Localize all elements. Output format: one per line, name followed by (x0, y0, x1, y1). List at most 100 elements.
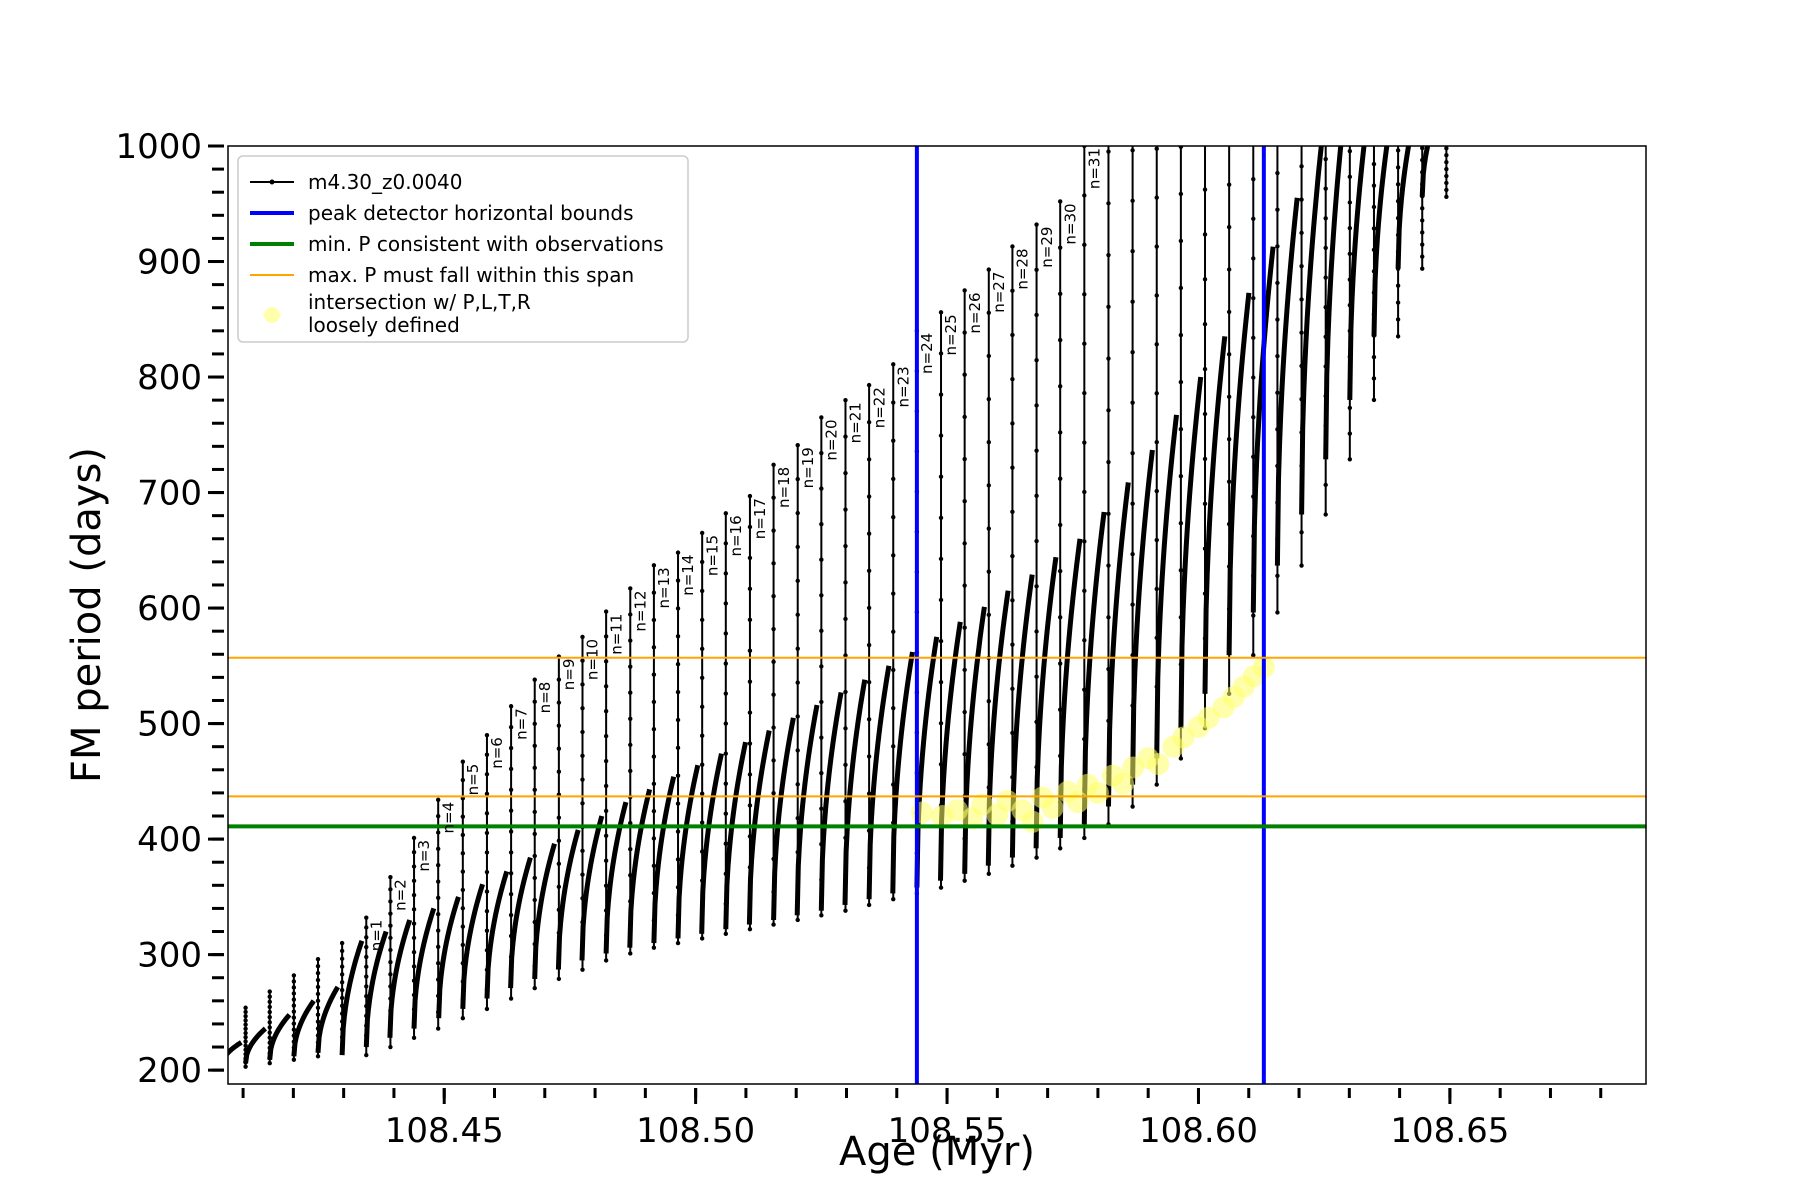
data-point (628, 820, 633, 826)
data-point (1251, 137, 1255, 141)
data-point (675, 578, 681, 583)
envelope-arc (1154, 414, 1179, 759)
data-point (699, 820, 705, 825)
data-point (819, 735, 824, 740)
data-point (699, 733, 705, 738)
data-point (484, 889, 490, 894)
data-point (795, 646, 800, 651)
data-point (508, 724, 514, 730)
data-point (603, 733, 609, 739)
data-point (315, 970, 321, 976)
data-point (1251, 256, 1256, 261)
data-point (532, 853, 537, 859)
data-point (243, 1035, 248, 1040)
pulse-trace (243, 989, 272, 1066)
y-tick-label: 700 (137, 474, 202, 514)
data-point (771, 758, 776, 763)
data-point (1034, 222, 1039, 227)
data-point (532, 677, 537, 682)
data-point (484, 772, 490, 777)
data-point (819, 664, 824, 669)
data-point (580, 967, 585, 972)
data-point (339, 940, 345, 946)
data-point (1178, 238, 1184, 244)
envelope-arc (985, 590, 1011, 866)
reference-lines (228, 146, 1646, 1084)
x-tick-label: 108.45 (385, 1111, 504, 1151)
envelope-arc (436, 896, 461, 1019)
pulse-label: n=29 (1038, 227, 1056, 268)
data-point (986, 526, 991, 531)
data-point (484, 850, 490, 855)
pulse-trace (1347, 146, 1377, 403)
data-point (1082, 588, 1087, 594)
data-point (508, 850, 514, 855)
data-point (1444, 125, 1448, 129)
data-point (267, 994, 272, 999)
data-point (747, 524, 753, 530)
data-point (580, 753, 585, 758)
pulse-trace (1154, 146, 1184, 761)
data-point (580, 634, 585, 640)
data-point (1347, 200, 1353, 205)
data-point (891, 591, 896, 596)
data-point (388, 899, 393, 904)
y-tick-label: 300 (137, 936, 202, 976)
data-point (388, 935, 393, 941)
data-point (747, 493, 753, 499)
pulse-trace-27 (962, 267, 991, 876)
data-point (291, 1027, 297, 1032)
data-point (1057, 522, 1063, 528)
data-point (1420, 230, 1425, 235)
data-point (795, 714, 800, 719)
data-point (339, 964, 345, 969)
data-point (1034, 448, 1039, 453)
data-point (1178, 521, 1184, 526)
pulse-label: n=7 (512, 708, 530, 740)
data-point (508, 891, 514, 897)
data-point (532, 765, 537, 771)
data-point (364, 925, 369, 930)
data-point (675, 940, 681, 946)
data-point (651, 754, 657, 759)
data-point (1444, 180, 1449, 186)
data-point (1106, 252, 1111, 258)
data-point (699, 617, 705, 623)
data-point (723, 511, 729, 516)
data-point (1010, 598, 1015, 603)
data-point (1275, 317, 1280, 322)
data-point (1396, 114, 1400, 118)
data-point (819, 628, 824, 634)
data-point (603, 883, 609, 888)
data-point (1130, 400, 1135, 405)
data-point (267, 999, 272, 1005)
pulse-label: n=6 (488, 737, 506, 769)
data-point (938, 392, 944, 397)
data-point (291, 985, 297, 990)
data-point (1420, 242, 1425, 247)
data-point (723, 541, 729, 546)
data-point (580, 729, 585, 735)
envelope-arc (1106, 482, 1131, 807)
envelope-arc (1033, 556, 1059, 849)
data-point (1130, 198, 1135, 203)
y-axis-ticks: 200 300 400 500 600 700 800 900 1000 (115, 127, 224, 1091)
data-point (1444, 173, 1449, 179)
data-point (723, 691, 729, 696)
data-point (1057, 245, 1063, 250)
data-point (1130, 249, 1135, 254)
data-point (1178, 379, 1184, 385)
data-point (291, 1009, 297, 1014)
data-point (962, 878, 967, 883)
data-point (1251, 216, 1256, 222)
intersection-marker (1041, 796, 1064, 819)
data-point (723, 841, 729, 846)
data-point (843, 762, 848, 768)
data-point (628, 612, 633, 617)
envelope-arc (387, 919, 413, 1038)
data-point (339, 956, 345, 961)
envelope-arc (938, 621, 963, 881)
data-point (723, 781, 729, 786)
data-point (1395, 182, 1401, 187)
data-point (819, 806, 824, 811)
